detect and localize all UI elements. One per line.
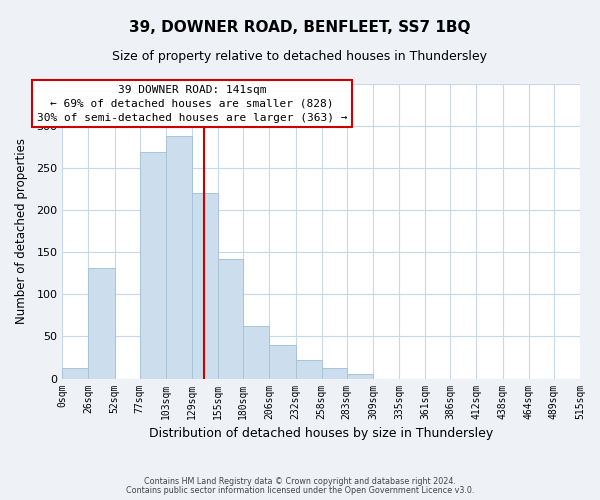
Text: 39, DOWNER ROAD, BENFLEET, SS7 1BQ: 39, DOWNER ROAD, BENFLEET, SS7 1BQ [129,20,471,35]
Bar [218,259,243,378]
Bar [192,194,218,378]
Bar [269,345,296,378]
Text: 39 DOWNER ROAD: 141sqm
← 69% of detached houses are smaller (828)
30% of semi-de: 39 DOWNER ROAD: 141sqm ← 69% of detached… [37,85,347,123]
Bar [88,268,115,378]
Text: Contains HM Land Registry data © Crown copyright and database right 2024.: Contains HM Land Registry data © Crown c… [144,478,456,486]
Bar [322,368,347,378]
Text: Size of property relative to detached houses in Thundersley: Size of property relative to detached ho… [113,50,487,63]
Bar [347,374,373,378]
Bar [296,360,322,378]
Text: Contains public sector information licensed under the Open Government Licence v3: Contains public sector information licen… [126,486,474,495]
Bar [62,368,88,378]
Bar [166,136,192,378]
Y-axis label: Number of detached properties: Number of detached properties [15,138,28,324]
Bar [243,326,269,378]
Bar [140,152,166,378]
X-axis label: Distribution of detached houses by size in Thundersley: Distribution of detached houses by size … [149,427,493,440]
